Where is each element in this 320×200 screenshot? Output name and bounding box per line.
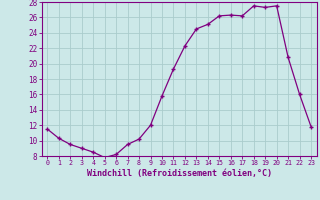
X-axis label: Windchill (Refroidissement éolien,°C): Windchill (Refroidissement éolien,°C)	[87, 169, 272, 178]
